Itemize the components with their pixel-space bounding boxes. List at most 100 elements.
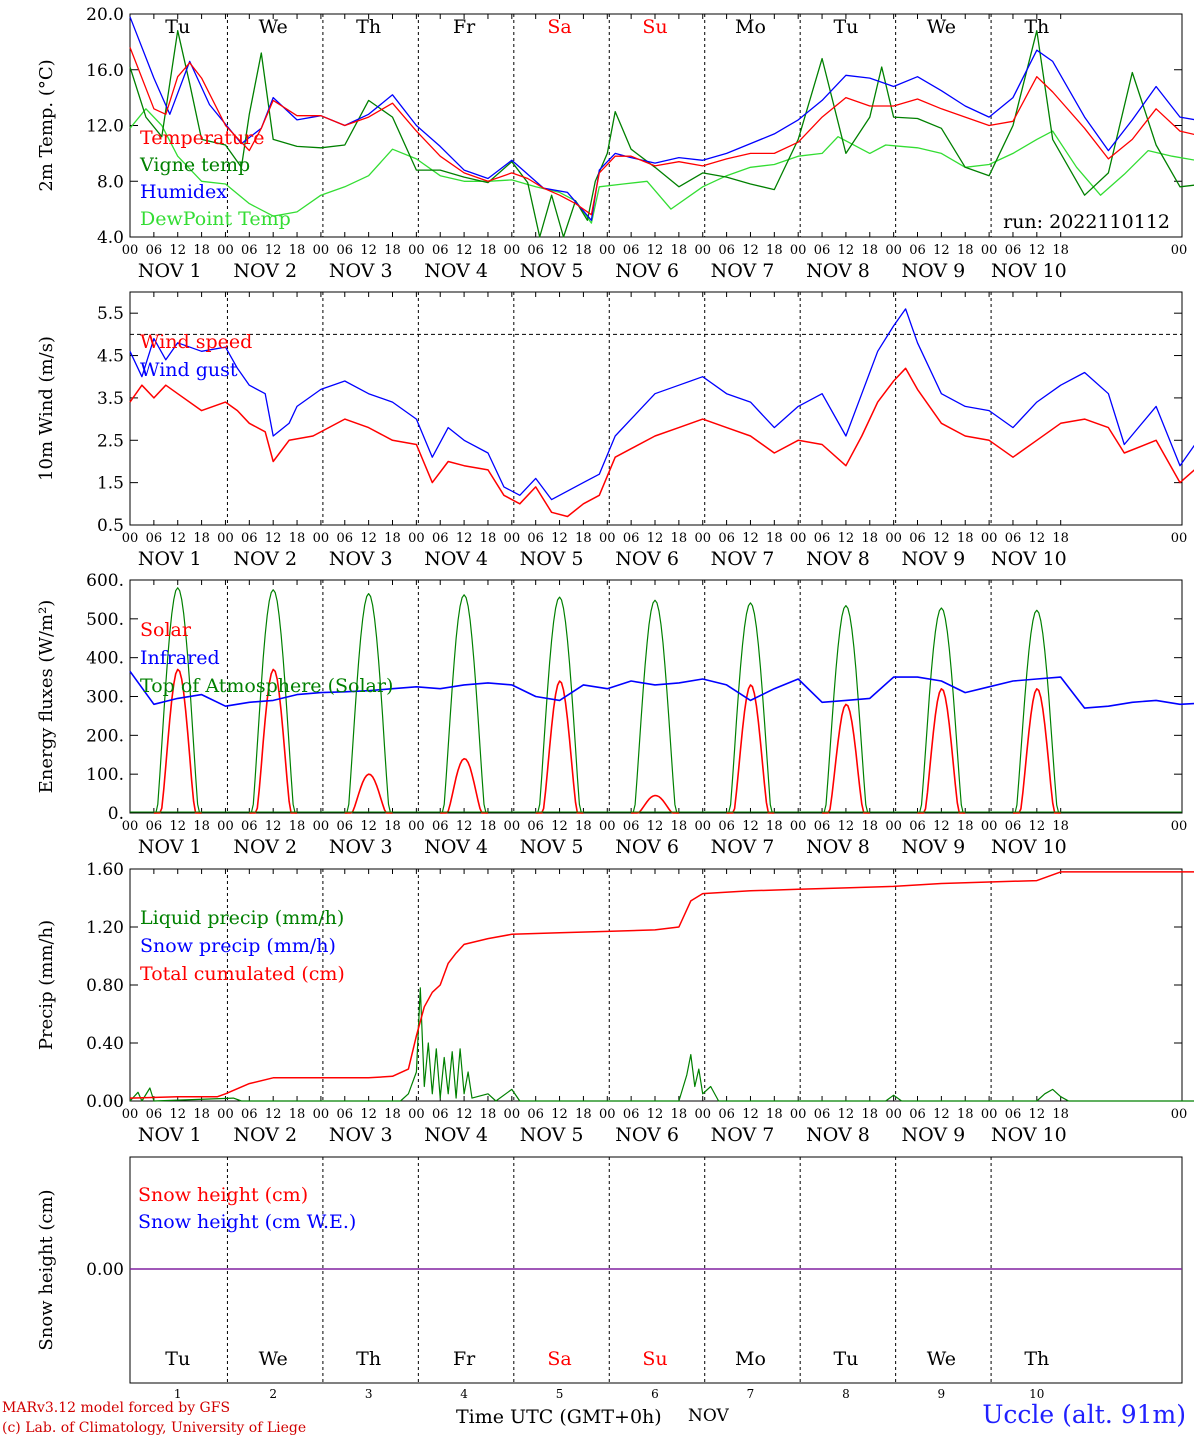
date-label: NOV 10: [991, 1124, 1067, 1146]
date-label: NOV 10: [991, 548, 1067, 570]
hour-tick-label: 00: [599, 1107, 616, 1122]
hour-tick-label: 00: [694, 1107, 711, 1122]
hour-tick-label: 06: [241, 819, 258, 834]
y-tick-label: 0.00: [86, 1092, 124, 1112]
hour-tick-label: 06: [909, 819, 926, 834]
y-tick-label: 300.: [86, 688, 124, 708]
hour-tick-label: 12: [647, 1107, 664, 1122]
day-name-label: We: [927, 1348, 956, 1370]
solar-curve: [535, 680, 584, 814]
day-number-label: 9: [938, 1387, 946, 1401]
y-tick-label: 2.5: [97, 431, 124, 451]
hour-tick-label: 12: [265, 531, 282, 546]
hour-tick-label: 12: [742, 531, 759, 546]
hour-tick-label: 06: [527, 243, 544, 258]
solar-curve: [249, 668, 297, 814]
solar-curve: [726, 684, 775, 814]
date-label: NOV 7: [711, 836, 775, 858]
hour-tick-label: 06: [623, 243, 640, 258]
hour-tick-label: 18: [1052, 1107, 1069, 1122]
hour-tick-label: 18: [957, 1107, 974, 1122]
solar-curve: [440, 757, 488, 814]
legend-entry: DewPoint Temp: [140, 208, 291, 230]
hour-tick-label: 06: [527, 1107, 544, 1122]
legend-entry: Snow precip (mm/h): [140, 935, 336, 957]
day-name-label: Th: [1024, 1348, 1049, 1370]
hour-tick-label: 00: [790, 531, 807, 546]
day-name-label: We: [259, 1348, 288, 1370]
day-name-label: Sa: [547, 1348, 571, 1370]
series-line-wind-gust: [129, 308, 1194, 501]
hour-tick-label: 18: [575, 531, 592, 546]
hour-tick-label: 06: [623, 531, 640, 546]
hour-tick-label: 18: [193, 1107, 210, 1122]
hour-tick-label: 18: [766, 1107, 783, 1122]
hour-tick-label: 06: [337, 819, 354, 834]
y-tick-label: 20.0: [86, 5, 124, 25]
hour-tick-label: 12: [265, 819, 282, 834]
plot-frame: [129, 13, 1183, 238]
hour-tick-label: 00: [217, 1107, 234, 1122]
toa-solar-curve: [249, 589, 297, 814]
hour-tick-label: 06: [1005, 531, 1022, 546]
toa-solar-curve: [917, 607, 966, 814]
hour-tick-label: 00: [408, 243, 425, 258]
hour-tick-label: 18: [1052, 243, 1069, 258]
hour-tick-label: 00: [408, 531, 425, 546]
hour-tick-label: 06: [1005, 1107, 1022, 1122]
hour-tick-label: 00: [313, 531, 330, 546]
hour-tick-label: 12: [838, 1107, 855, 1122]
day-name-label: We: [927, 16, 956, 38]
hour-tick-label: 00: [981, 1107, 998, 1122]
hour-tick-label: 12: [1029, 1107, 1046, 1122]
day-name-label: Tu: [165, 1348, 190, 1370]
hour-tick-label: 00: [885, 1107, 902, 1122]
day-number-label: 7: [747, 1387, 755, 1401]
hour-tick-label: 18: [384, 1107, 401, 1122]
hour-tick-label: 06: [146, 531, 163, 546]
hour-tick-label: 06: [241, 531, 258, 546]
y-tick-label: 1.5: [97, 474, 124, 494]
hour-tick-label: 12: [456, 1107, 473, 1122]
date-label: NOV 10: [991, 260, 1067, 282]
day-name-label: Su: [642, 1348, 667, 1370]
hour-tick-label: 12: [169, 1107, 186, 1122]
y-tick-label: 500.: [86, 610, 124, 630]
hour-tick-label: 18: [671, 819, 688, 834]
hour-tick-label: 12: [1029, 819, 1046, 834]
hour-tick-label: 06: [718, 1107, 735, 1122]
hour-tick-label: 00: [122, 819, 139, 834]
hour-tick-label: 18: [193, 531, 210, 546]
day-name-label: We: [259, 16, 288, 38]
hour-tick-label: 18: [193, 243, 210, 258]
hour-tick-label: 12: [551, 819, 568, 834]
date-label: NOV 7: [711, 1124, 775, 1146]
hour-tick-label: 00: [408, 1107, 425, 1122]
x-axis-title: Time UTC (GMT+0h): [456, 1406, 662, 1428]
hour-tick-label: 18: [766, 819, 783, 834]
toa-solar-curve: [822, 604, 870, 814]
y-tick-label: 1.60: [86, 860, 124, 880]
hour-tick-label: 00: [885, 819, 902, 834]
date-label: NOV 1: [138, 548, 202, 570]
day-name-label: Tu: [833, 1348, 858, 1370]
day-name-label: Th: [1024, 16, 1049, 38]
hour-tick-label: 18: [671, 531, 688, 546]
y-tick-label: 600.: [86, 571, 124, 591]
hour-tick-label: 18: [480, 243, 497, 258]
hour-tick-label: 18: [480, 1107, 497, 1122]
hour-tick-label: 00: [694, 819, 711, 834]
hour-tick-label: 18: [862, 819, 879, 834]
date-label: NOV 8: [806, 260, 870, 282]
day-name-label: Su: [642, 16, 667, 38]
solar-curve: [153, 668, 202, 814]
y-axis-label: 2m Temp. (°C): [36, 59, 57, 191]
series-line-total-cumulated: [129, 871, 1194, 1099]
hour-tick-label: 12: [933, 243, 950, 258]
hour-tick-label: 06: [527, 531, 544, 546]
hour-tick-label: 06: [1005, 819, 1022, 834]
hour-tick-label: 00: [122, 1107, 139, 1122]
solar-curve: [344, 773, 393, 814]
hour-tick-label: 06: [337, 1107, 354, 1122]
hour-tick-label: 06: [337, 243, 354, 258]
